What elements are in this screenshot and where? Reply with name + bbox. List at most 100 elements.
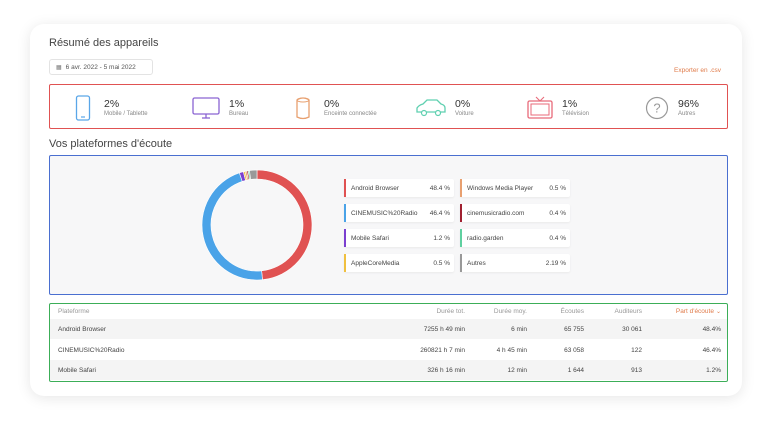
cell-avg-duration: 12 min — [507, 366, 527, 374]
legend-item: cinemusicradio.com 0.4 % — [460, 204, 570, 222]
legend-swatch — [460, 229, 462, 247]
donut-slice-android-browser[interactable] — [256, 169, 313, 281]
date-range-picker[interactable]: ▦ 6 avr. 2022 - 5 mai 2022 — [49, 59, 153, 75]
cell-listeners: 913 — [631, 366, 642, 374]
col-header-share-label: Part d'écoute — [675, 307, 714, 315]
platforms-table: Plateforme Durée tot. Durée moy. Écoutes… — [49, 303, 728, 382]
platforms-donut-chart — [201, 169, 313, 281]
question-icon: ? — [644, 95, 670, 121]
platforms-title: Vos plateformes d'écoute — [49, 138, 173, 150]
cell-plays: 63 058 — [564, 346, 584, 354]
cell-platform: CINEMUSIC%20Radio — [58, 346, 125, 354]
legend-value: 48.4 % — [429, 184, 450, 192]
device-others: ? 96% Autres — [644, 93, 699, 123]
legend-item: Windows Media Player 0.5 % — [460, 179, 570, 197]
cell-total-duration: 260821 h 7 min — [420, 346, 465, 354]
legend-value: 0.4 % — [549, 234, 566, 242]
device-summary-panel: 2% Mobile / Tablette 1% Bureau 0% Encein… — [49, 84, 728, 129]
legend-name: Mobile Safari — [351, 234, 389, 242]
col-header-platform[interactable]: Plateforme — [58, 307, 90, 315]
legend-item: Android Browser 48.4 % — [344, 179, 454, 197]
svg-text:?: ? — [653, 101, 660, 116]
legend-name: Autres — [467, 259, 486, 267]
mobile-icon — [70, 95, 96, 121]
legend-name: Android Browser — [351, 184, 400, 192]
device-label: Enceinte connectée — [324, 110, 377, 117]
cell-avg-duration: 6 min — [511, 325, 527, 333]
legend-item: AppleCoreMedia 0.5 % — [344, 254, 454, 272]
col-header-total-duration[interactable]: Durée tot. — [436, 307, 465, 315]
device-label: Autres — [678, 110, 696, 117]
device-desktop: 1% Bureau — [191, 93, 248, 123]
legend-value: 0.5 % — [549, 184, 566, 192]
device-mobile: 2% Mobile / Tablette — [70, 93, 148, 123]
date-range-value: 6 avr. 2022 - 5 mai 2022 — [65, 63, 136, 71]
legend-swatch — [344, 229, 346, 247]
legend-item: CINEMUSIC%20Radio 46.4 % — [344, 204, 454, 222]
legend-value: 2.19 % — [545, 259, 566, 267]
legend-swatch — [460, 204, 462, 222]
legend-swatch — [460, 254, 462, 272]
cell-platform: Mobile Safari — [58, 366, 96, 374]
device-car: 0% Voiture — [415, 93, 474, 123]
legend-value: 1.2 % — [433, 234, 450, 242]
device-pct: 1% — [562, 97, 578, 110]
legend-name: AppleCoreMedia — [351, 259, 400, 267]
legend-name: Windows Media Player — [467, 184, 534, 192]
device-pct: 2% — [104, 97, 120, 110]
legend-item: radio.garden 0.4 % — [460, 229, 570, 247]
device-label: Mobile / Tablette — [104, 110, 148, 117]
col-header-avg-duration[interactable]: Durée moy. — [493, 307, 527, 315]
speaker-icon — [290, 95, 316, 121]
legend-swatch — [344, 254, 346, 272]
chevron-down-icon: ⌄ — [715, 308, 721, 315]
device-pct: 96% — [678, 97, 700, 110]
legend-item: Mobile Safari 1.2 % — [344, 229, 454, 247]
table-row[interactable]: Mobile Safari 326 h 16 min 12 min 1 644 … — [50, 360, 727, 380]
device-pct: 1% — [229, 97, 245, 110]
cell-plays: 1 644 — [567, 366, 584, 374]
table-row[interactable]: CINEMUSIC%20Radio 260821 h 7 min 4 h 45 … — [50, 340, 727, 360]
car-icon — [415, 95, 447, 121]
legend-item: Autres 2.19 % — [460, 254, 570, 272]
device-speaker: 0% Enceinte connectée — [290, 93, 377, 123]
legend-swatch — [344, 179, 346, 197]
col-header-share[interactable]: Part d'écoute ⌄ — [676, 304, 721, 318]
col-header-plays[interactable]: Écoutes — [560, 307, 585, 315]
legend-swatch — [344, 204, 346, 222]
cell-listeners: 30 061 — [622, 325, 642, 333]
device-label: Voiture — [455, 110, 474, 117]
page-title: Résumé des appareils — [49, 37, 159, 49]
table-header-row: Plateforme Durée tot. Durée moy. Écoutes… — [50, 304, 727, 318]
cell-listeners: 122 — [631, 346, 642, 354]
legend-name: cinemusicradio.com — [467, 209, 525, 217]
table-row[interactable]: Android Browser 7255 h 49 min 6 min 65 7… — [50, 319, 727, 339]
legend-value: 0.4 % — [549, 209, 566, 217]
tv-icon — [526, 95, 554, 121]
cell-share: 48.4% — [702, 325, 721, 333]
cell-total-duration: 326 h 16 min — [427, 366, 465, 374]
col-header-listeners[interactable]: Auditeurs — [614, 307, 642, 315]
device-pct: 0% — [324, 97, 340, 110]
device-pct: 0% — [455, 97, 471, 110]
legend-value: 46.4 % — [429, 209, 450, 217]
cell-share: 46.4% — [702, 346, 721, 354]
donut-slice-cinemusic-20radio[interactable] — [201, 172, 263, 281]
calendar-icon: ▦ — [56, 64, 62, 71]
legend-name: CINEMUSIC%20Radio — [351, 209, 418, 217]
platforms-panel: Android Browser 48.4 % CINEMUSIC%20Radio… — [49, 155, 728, 295]
donut-slice-autres[interactable] — [249, 169, 258, 180]
legend-name: radio.garden — [467, 234, 504, 242]
cell-avg-duration: 4 h 45 min — [496, 346, 527, 354]
cell-share: 1.2% — [706, 366, 721, 374]
device-label: Télévision — [562, 110, 590, 117]
legend-value: 0.5 % — [433, 259, 450, 267]
cell-platform: Android Browser — [58, 325, 107, 333]
export-csv-link[interactable]: Exporter en .csv — [674, 67, 721, 74]
desktop-icon — [191, 95, 221, 121]
device-label: Bureau — [229, 110, 249, 117]
device-tv: 1% Télévision — [526, 93, 589, 123]
cell-plays: 65 755 — [564, 325, 584, 333]
cell-total-duration: 7255 h 49 min — [423, 325, 465, 333]
legend-swatch — [460, 179, 462, 197]
